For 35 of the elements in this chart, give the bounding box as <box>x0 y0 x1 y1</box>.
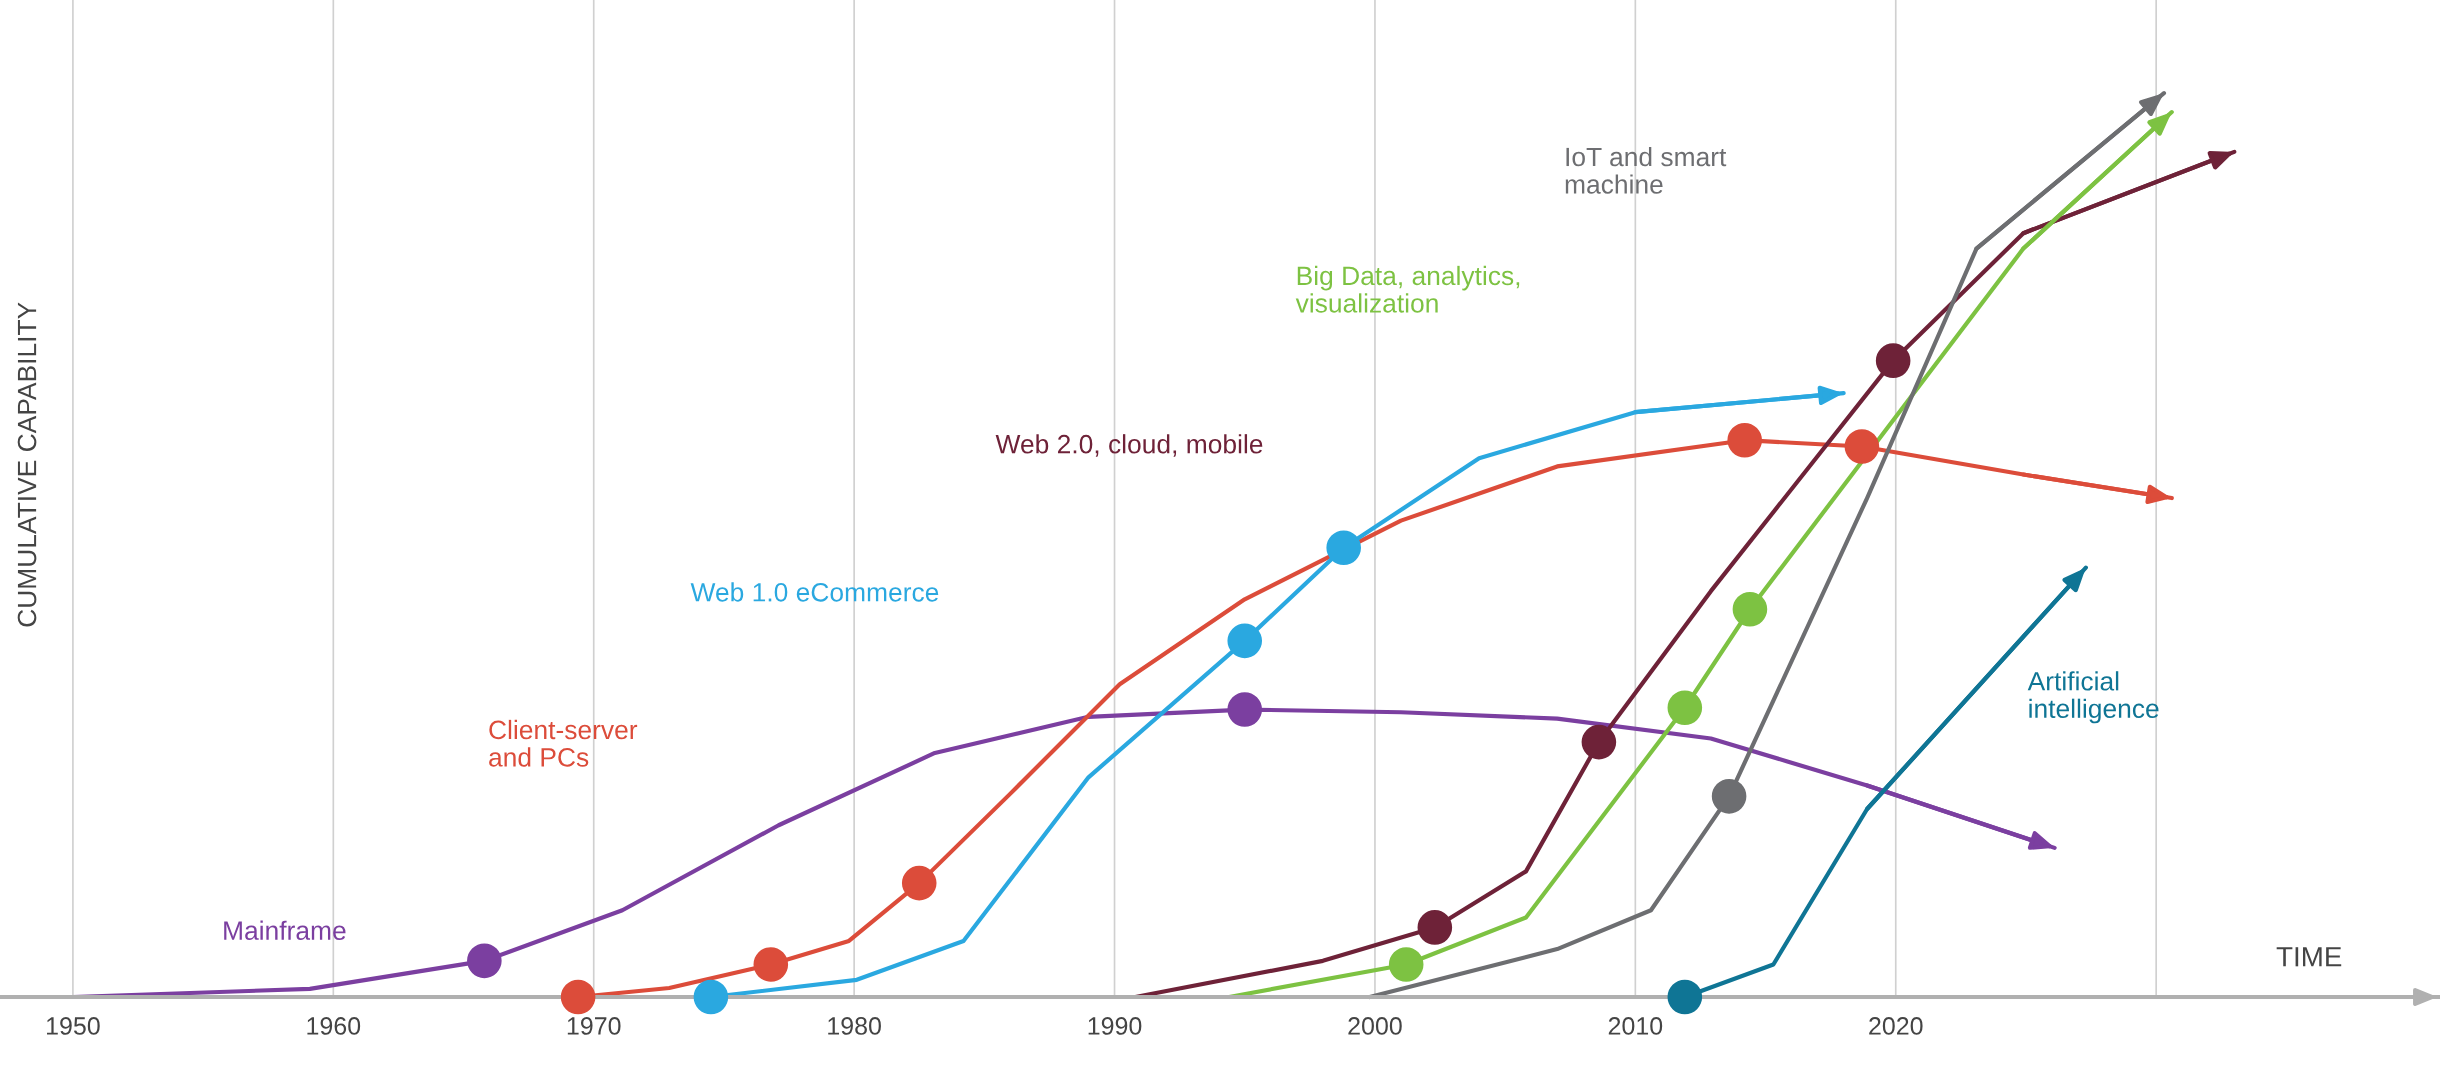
point <box>1227 692 1263 727</box>
x-tick-label: 2020 <box>1869 1017 1923 1035</box>
point <box>1667 690 1703 726</box>
point <box>1711 779 1747 814</box>
series-label: Mainframe <box>224 920 346 940</box>
point <box>1326 530 1361 566</box>
point <box>1667 979 1703 1015</box>
point <box>1227 623 1263 659</box>
point <box>1875 343 1911 378</box>
x-tick-label: 1960 <box>307 1017 361 1035</box>
point <box>1388 947 1424 982</box>
x-tick-label: 2000 <box>1348 1017 1402 1035</box>
x-tick-label: 1980 <box>828 1017 881 1035</box>
x-tick-label: 1970 <box>567 1017 621 1035</box>
x-axis-title: TIME <box>2276 947 2342 967</box>
point <box>693 979 729 1015</box>
y-axis-title: CUMULATIVE CAPABILITY <box>17 302 37 627</box>
x-tick-label: 1950 <box>47 1017 100 1035</box>
point <box>1844 429 1880 464</box>
point <box>1732 591 1768 627</box>
x-tick-label: 1990 <box>1088 1017 1142 1035</box>
point <box>1581 724 1617 760</box>
point <box>560 979 596 1015</box>
point <box>1417 910 1453 945</box>
text: Client-server and PCs <box>489 719 638 767</box>
text: IoT and smart machine <box>1565 146 1727 194</box>
series-label: Artificial intelligence <box>2027 671 2159 724</box>
point <box>901 865 937 901</box>
text: Web 1.0 eCommerce <box>690 582 939 602</box>
point <box>753 947 789 982</box>
x-tick-label: 2010 <box>1608 1017 1663 1035</box>
text: Web 2.0, cloud, mobile <box>995 434 1263 457</box>
text: Big Data, analytics, visualization <box>1295 265 1520 313</box>
point <box>467 943 502 979</box>
point <box>1727 422 1763 458</box>
